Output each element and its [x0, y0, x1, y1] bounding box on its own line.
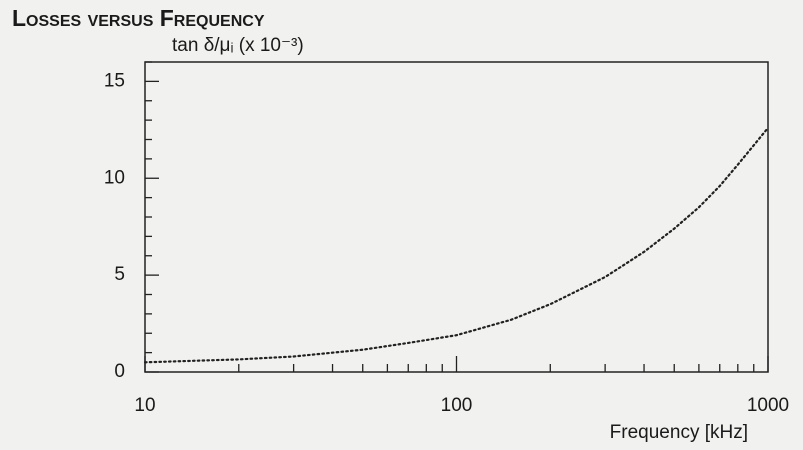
y-tick-label: 5	[114, 264, 125, 285]
y-tick-label: 10	[104, 167, 125, 188]
chart-title: Losses versus Frequency	[12, 5, 265, 31]
x-axis-label: Frequency [kHz]	[610, 422, 748, 443]
x-tick-label: 10	[134, 395, 155, 416]
y-tick-label: 15	[104, 70, 125, 91]
y-axis-label: tan δ/μᵢ (x 10⁻³)	[172, 35, 304, 56]
data-line	[143, 126, 770, 364]
y-tick-label: 0	[114, 361, 125, 382]
x-tick-label: 1000	[747, 395, 789, 416]
x-tick-label: 100	[441, 395, 473, 416]
